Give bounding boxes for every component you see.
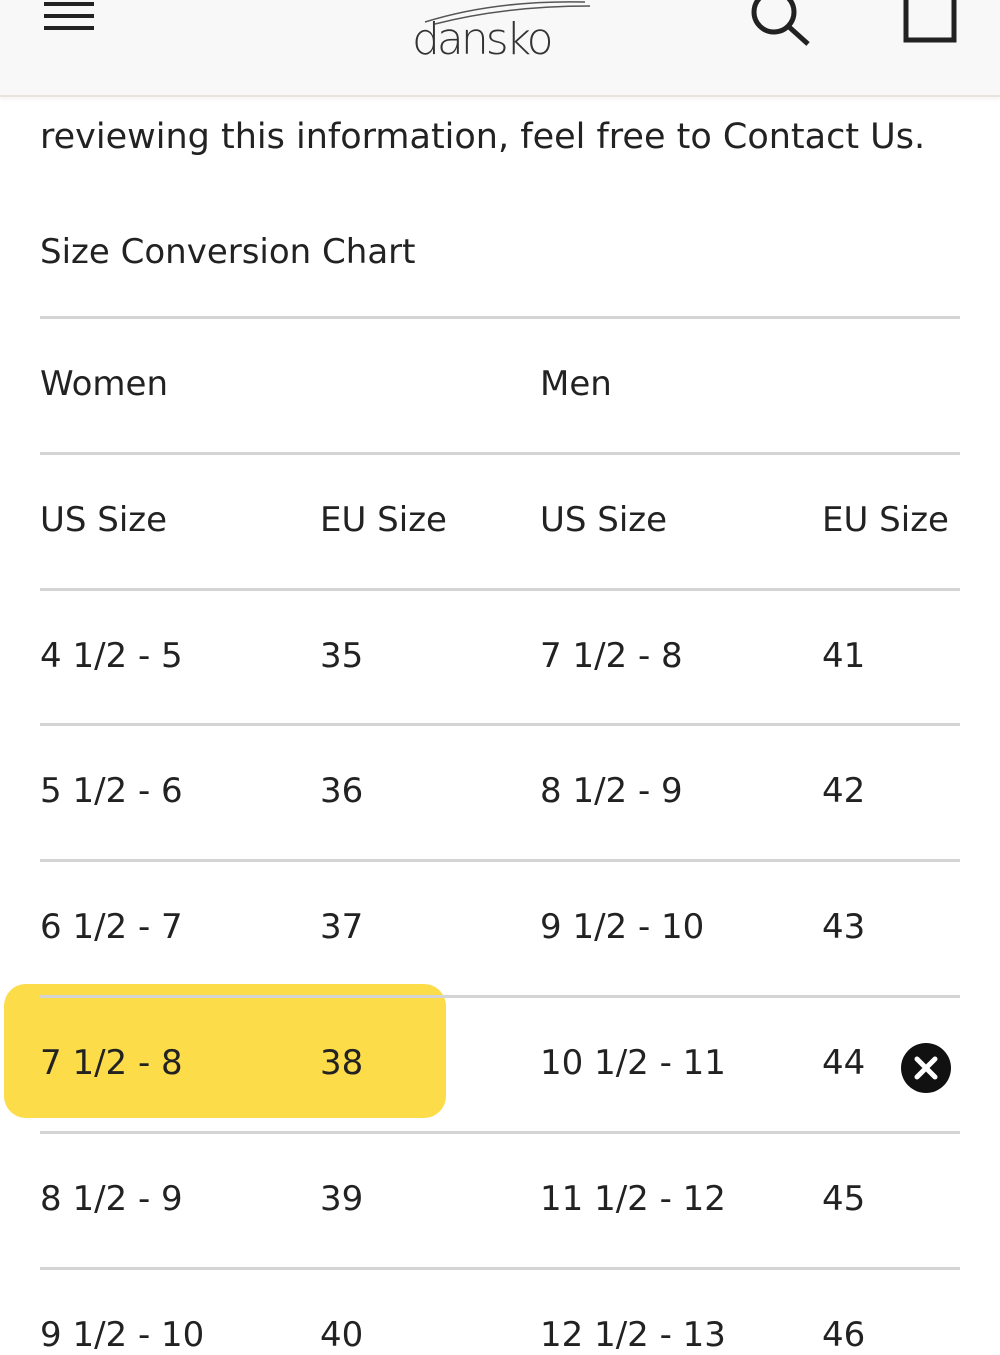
search-button[interactable] bbox=[750, 0, 812, 48]
table-cell: 10 1/2 - 11 bbox=[540, 1043, 726, 1083]
intro-text: reviewing this information, feel free to… bbox=[40, 117, 926, 157]
table-cell: 39 bbox=[320, 1178, 364, 1219]
table-cell: 8 1/2 - 9 bbox=[40, 1178, 183, 1219]
cart-button[interactable] bbox=[900, 0, 960, 46]
logo-swoosh bbox=[424, 1, 591, 25]
row-divider bbox=[40, 1130, 960, 1134]
table-cell: 11 1/2 - 12 bbox=[540, 1178, 726, 1219]
menu-button[interactable] bbox=[44, 0, 98, 34]
column-header: EU Size bbox=[822, 499, 949, 540]
table-cell: 44 bbox=[822, 1043, 866, 1083]
table-cell: 42 bbox=[822, 771, 866, 812]
table-cell: 36 bbox=[320, 771, 364, 812]
row-divider bbox=[40, 1266, 960, 1270]
table-cell: 35 bbox=[320, 635, 364, 676]
row-divider bbox=[40, 316, 960, 319]
table-cell: 43 bbox=[822, 907, 866, 948]
table-cell: 37 bbox=[320, 907, 364, 948]
table-cell: 9 1/2 - 10 bbox=[40, 1314, 205, 1355]
group-header: Women bbox=[40, 364, 169, 404]
column-header: EU Size bbox=[320, 499, 447, 540]
table-cell: 12 1/2 - 13 bbox=[540, 1314, 726, 1355]
table-title: Size Conversion Chart bbox=[40, 232, 416, 272]
table-cell: 8 1/2 - 9 bbox=[540, 771, 683, 812]
table-cell: 5 1/2 - 6 bbox=[40, 771, 183, 812]
table-cell: 7 1/2 - 8 bbox=[40, 1043, 183, 1083]
row-divider bbox=[40, 451, 960, 455]
highlight bbox=[4, 984, 446, 1118]
group-header: Men bbox=[540, 364, 612, 404]
close-button[interactable] bbox=[900, 1042, 952, 1094]
table-cell: 7 1/2 - 8 bbox=[540, 635, 683, 676]
column-header: US Size bbox=[540, 499, 668, 540]
table-cell: 6 1/2 - 7 bbox=[40, 907, 183, 948]
table-cell: 45 bbox=[822, 1178, 866, 1219]
row-divider bbox=[40, 587, 960, 591]
row-divider bbox=[40, 723, 960, 727]
logo[interactable]: dansko bbox=[412, 14, 554, 65]
table-cell: 41 bbox=[822, 635, 866, 676]
table-cell: 38 bbox=[320, 1043, 364, 1083]
table-cell: 40 bbox=[320, 1314, 364, 1355]
table-cell: 46 bbox=[822, 1314, 866, 1355]
row-divider bbox=[40, 859, 960, 863]
column-header: US Size bbox=[40, 499, 168, 540]
row-divider bbox=[40, 995, 960, 998]
table-cell: 9 1/2 - 10 bbox=[540, 907, 705, 948]
header: dansko bbox=[0, 0, 1000, 97]
table-cell: 4 1/2 - 5 bbox=[40, 635, 183, 676]
